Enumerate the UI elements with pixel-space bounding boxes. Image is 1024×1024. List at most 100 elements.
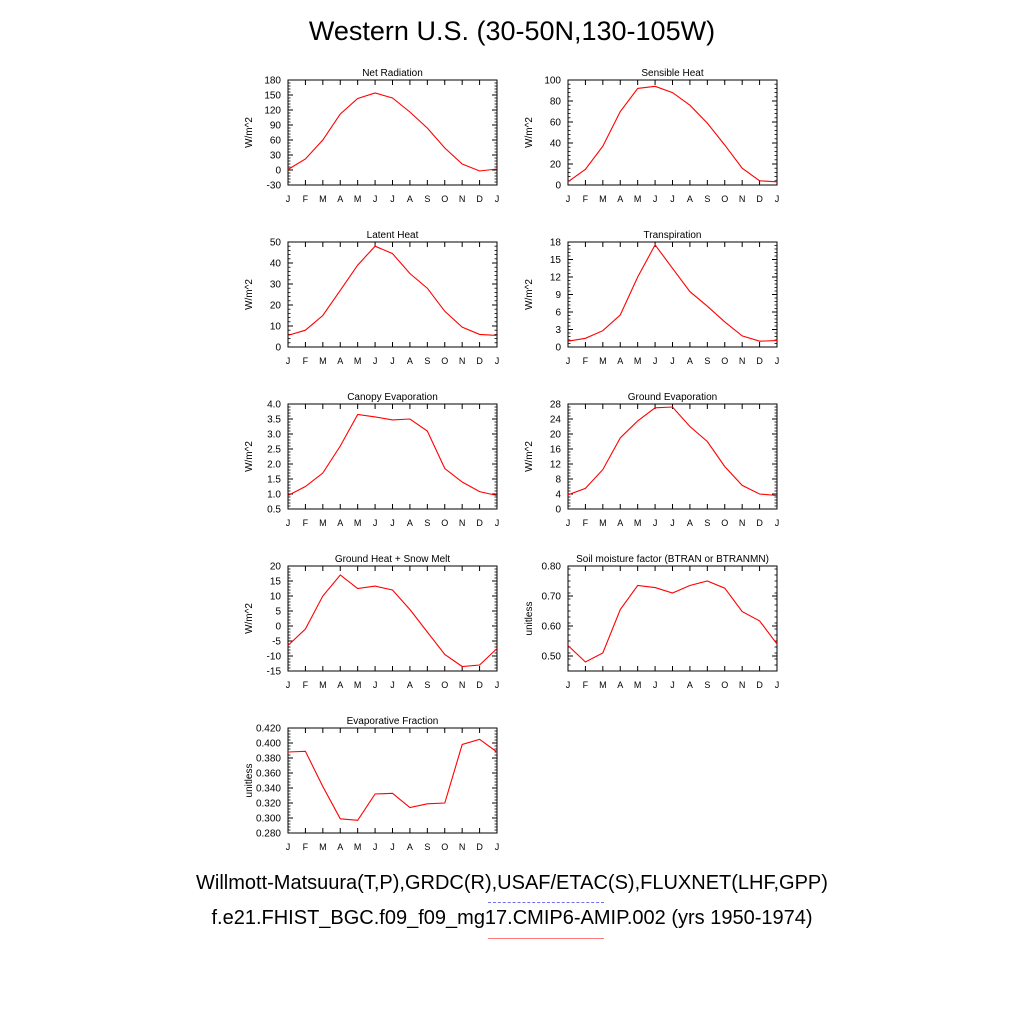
y-tick-label: 0 — [275, 343, 281, 354]
y-tick-label: 2.0 — [267, 460, 281, 471]
y-tick-label: -10 — [267, 652, 282, 663]
x-tick-label: F — [583, 356, 589, 366]
y-tick-label: 30 — [270, 151, 282, 162]
x-tick-label: J — [373, 356, 378, 366]
x-tick-label: A — [687, 518, 693, 528]
page-title: Western U.S. (30-50N,130-105W) — [308, 16, 716, 46]
plot-frame — [287, 241, 498, 348]
x-tick-label: J — [286, 356, 291, 366]
x-tick-label: J — [566, 680, 571, 690]
x-tick-label: A — [407, 356, 413, 366]
x-tick-label: O — [721, 518, 728, 528]
x-tick-label: J — [495, 842, 500, 852]
y-tick-label: 60 — [550, 118, 562, 129]
y-axis-label: unitless — [244, 764, 255, 798]
x-tick-label: A — [337, 194, 343, 204]
x-tick-label: M — [319, 842, 327, 852]
y-tick-label: 9 — [555, 290, 561, 301]
x-tick-label: J — [566, 194, 571, 204]
plot-frame — [287, 79, 498, 186]
panel-title: Soil moisture factor (BTRAN or BTRANMN) — [576, 554, 769, 565]
x-tick-label: A — [407, 680, 413, 690]
x-tick-label: S — [704, 356, 710, 366]
x-tick-label: A — [687, 680, 693, 690]
x-tick-label: A — [407, 518, 413, 528]
y-axis-label: W/m^2 — [524, 441, 535, 472]
x-tick-label: J — [670, 356, 675, 366]
x-tick-label: N — [739, 680, 746, 690]
y-tick-label: 0 — [555, 343, 561, 354]
y-tick-label: 0.5 — [267, 505, 281, 516]
x-tick-label: D — [476, 518, 483, 528]
x-tick-label: M — [354, 842, 362, 852]
x-tick-label: J — [390, 680, 395, 690]
x-tick-label: N — [739, 518, 746, 528]
x-tick-label: J — [775, 680, 780, 690]
y-tick-label: 2.5 — [267, 445, 281, 456]
x-tick-label: D — [756, 194, 763, 204]
x-tick-label: A — [337, 356, 343, 366]
y-tick-label: 20 — [270, 301, 282, 312]
y-tick-label: 15 — [550, 255, 562, 266]
x-tick-label: J — [670, 194, 675, 204]
x-tick-label: O — [721, 356, 728, 366]
x-tick-label: M — [634, 518, 642, 528]
panel-title: Latent Heat — [367, 230, 419, 241]
y-tick-label: 4.0 — [267, 400, 281, 411]
y-tick-label: 1.0 — [267, 490, 281, 501]
y-tick-label: 20 — [550, 430, 562, 441]
x-tick-label: D — [476, 194, 483, 204]
x-tick-label: J — [286, 680, 291, 690]
x-tick-label: S — [704, 194, 710, 204]
y-axis-label: W/m^2 — [524, 279, 535, 310]
x-tick-label: M — [599, 680, 607, 690]
x-tick-label: N — [739, 194, 746, 204]
model-legend: f.e21.FHIST_BGC.f09_f09_mg17.CMIP6-AMIP.… — [211, 907, 813, 929]
y-tick-label: 0 — [555, 505, 561, 516]
y-tick-label: 0 — [275, 166, 281, 177]
y-tick-label: 120 — [264, 106, 281, 117]
panel-title: Transpiration — [644, 230, 702, 241]
x-tick-label: S — [424, 194, 430, 204]
observations-line-swatch — [488, 902, 604, 903]
y-tick-label: 24 — [550, 415, 562, 426]
x-tick-label: M — [319, 356, 327, 366]
x-tick-label: N — [459, 680, 466, 690]
y-axis-label: W/m^2 — [244, 279, 255, 310]
y-tick-label: 0.60 — [542, 622, 562, 633]
panel-title: Sensible Heat — [641, 68, 703, 79]
y-axis-label: W/m^2 — [244, 441, 255, 472]
x-tick-label: J — [373, 680, 378, 690]
y-tick-label: 0.380 — [256, 754, 281, 765]
y-tick-label: 0.400 — [256, 739, 281, 750]
y-tick-label: 50 — [270, 238, 282, 249]
x-tick-label: J — [495, 194, 500, 204]
x-tick-label: J — [653, 680, 658, 690]
x-tick-label: J — [495, 518, 500, 528]
x-tick-label: M — [319, 680, 327, 690]
x-tick-label: J — [566, 518, 571, 528]
model-series-line — [287, 738, 498, 821]
panel-title: Ground Heat + Snow Melt — [335, 554, 451, 565]
x-tick-label: J — [775, 518, 780, 528]
x-tick-label: N — [459, 518, 466, 528]
x-tick-label: M — [354, 356, 362, 366]
x-tick-label: M — [354, 518, 362, 528]
x-tick-label: J — [653, 518, 658, 528]
x-tick-label: A — [337, 680, 343, 690]
x-tick-label: J — [390, 356, 395, 366]
x-tick-label: J — [286, 518, 291, 528]
x-tick-label: F — [303, 194, 309, 204]
x-tick-label: D — [756, 356, 763, 366]
y-tick-label: 0.340 — [256, 784, 281, 795]
x-tick-label: D — [756, 518, 763, 528]
panel-title: Net Radiation — [362, 68, 423, 79]
y-tick-label: 28 — [550, 400, 562, 411]
x-tick-label: N — [459, 356, 466, 366]
x-tick-label: A — [407, 194, 413, 204]
x-tick-label: J — [495, 356, 500, 366]
panel-title: Ground Evaporation — [628, 392, 718, 403]
x-tick-label: J — [373, 842, 378, 852]
